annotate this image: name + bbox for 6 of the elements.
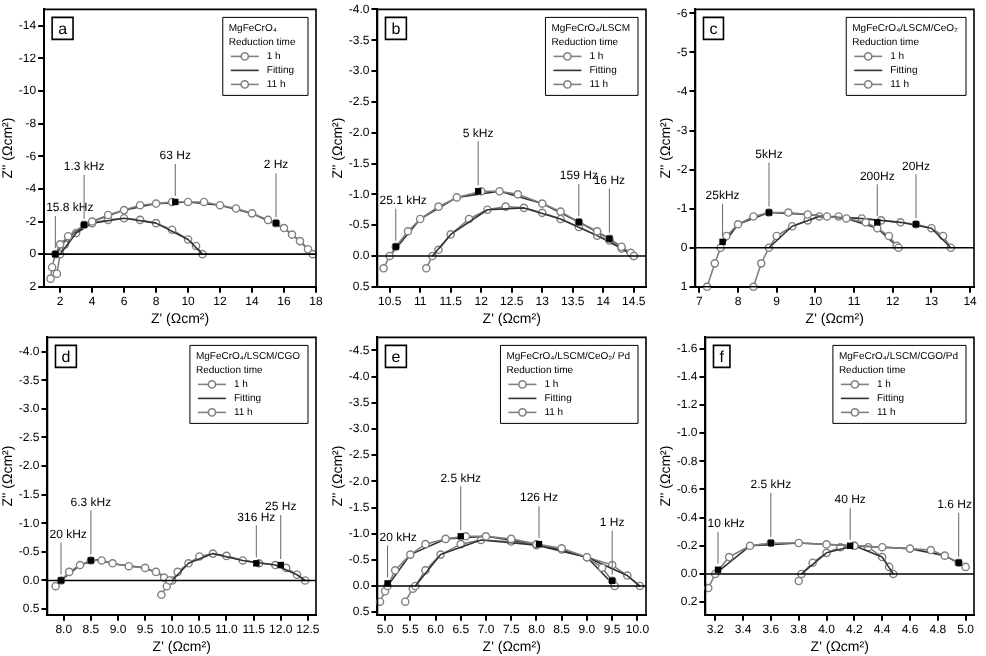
text: b [390, 19, 401, 38]
text: d [61, 347, 71, 366]
text: c [709, 19, 718, 38]
text: f [719, 347, 726, 366]
text: e [390, 347, 401, 366]
text: a [58, 19, 69, 38]
